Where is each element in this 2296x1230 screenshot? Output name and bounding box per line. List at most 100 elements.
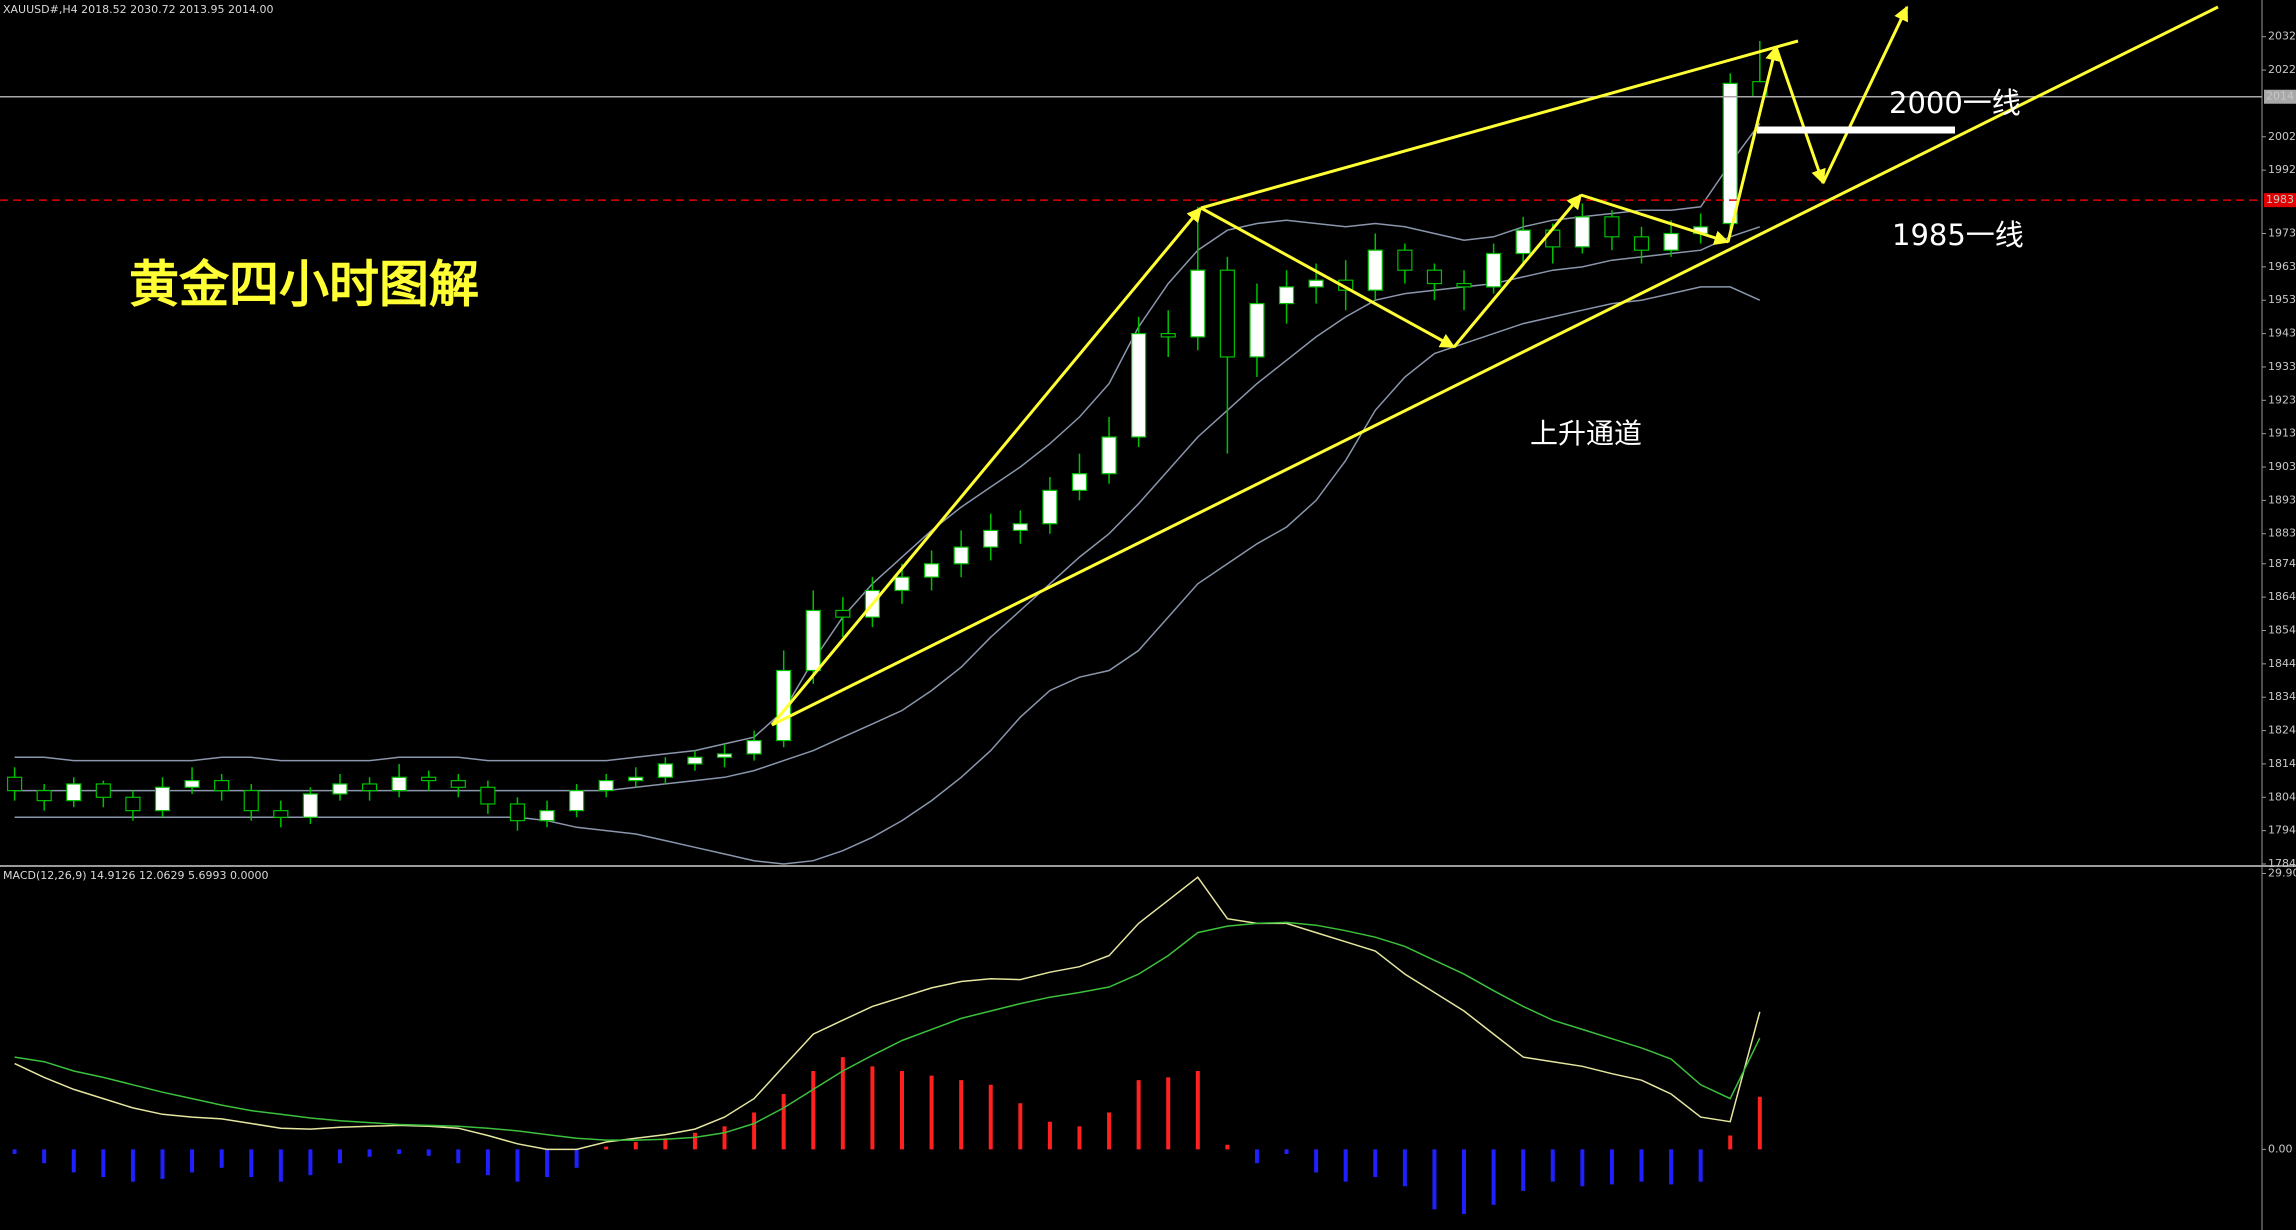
candle-body <box>1012 523 1028 532</box>
y-tick-label: 1903 <box>2268 460 2296 473</box>
y-tick-label: 2002 <box>2268 130 2296 143</box>
candle-body <box>894 576 910 592</box>
price-label: 1983 <box>2266 193 2294 206</box>
candle-body <box>480 786 496 805</box>
candle-body <box>66 783 82 802</box>
y-tick-label: 1973 <box>2268 227 2296 240</box>
candle-body <box>716 753 733 758</box>
candle-body <box>391 776 407 792</box>
candle-body <box>273 810 289 818</box>
y-tick-label: 1923 <box>2268 393 2296 406</box>
y-tick-label: 29.90 <box>2268 867 2296 880</box>
y-tick-label: 1883 <box>2268 527 2296 540</box>
candle-body <box>746 739 762 755</box>
y-tick-label: 1834 <box>2268 690 2296 703</box>
candle-body <box>1071 473 1088 491</box>
y-tick-label: 1864 <box>2268 590 2296 603</box>
candle-body <box>1604 216 1620 238</box>
y-tick-label: 2022 <box>2268 63 2296 76</box>
candle-body <box>450 780 466 788</box>
y-tick-label: 1844 <box>2268 657 2296 670</box>
candle-body <box>1367 249 1383 291</box>
wave-arrow <box>1821 5 1909 184</box>
channel-upper <box>1200 39 1799 210</box>
candle-body <box>1397 249 1413 271</box>
candle-body <box>214 780 230 792</box>
candle-body <box>1160 332 1176 338</box>
candle-body <box>1426 269 1443 285</box>
candle-body <box>835 609 851 618</box>
y-tick-label: 1824 <box>2268 724 2296 737</box>
candle-body <box>509 803 526 822</box>
y-tick-label: 1953 <box>2268 293 2296 306</box>
y-tick-label: 1874 <box>2268 557 2296 570</box>
wave-arrow <box>770 206 1203 726</box>
price-label: 2014 <box>2266 90 2294 103</box>
candle-body <box>1308 279 1324 288</box>
annotation: 2000一线 <box>1889 86 2021 120</box>
candle-body <box>657 763 673 778</box>
annotation-title: 黄金四小时图解 <box>129 256 479 314</box>
candle-body <box>6 776 23 792</box>
y-tick-label: 1933 <box>2268 360 2296 373</box>
wave-arrow <box>1200 206 1456 349</box>
y-tick-label: 1854 <box>2268 623 2296 636</box>
candle-body <box>953 546 969 565</box>
annotation: 上升通道 <box>1530 417 1642 450</box>
y-tick-label: 1992 <box>2268 163 2296 176</box>
candle-body <box>36 790 52 802</box>
macd-line <box>14 876 1761 1151</box>
price-label-box <box>2264 89 2296 104</box>
candle-body <box>628 776 644 782</box>
candle-body <box>302 793 318 818</box>
candle-body <box>1722 82 1738 225</box>
y-tick-label: 1963 <box>2268 260 2296 273</box>
bollinger-band <box>14 122 1761 762</box>
candle-body <box>1190 269 1206 338</box>
wave-arrow <box>1580 193 1730 246</box>
wave-arrow <box>1452 193 1583 348</box>
macd-line <box>14 921 1761 1141</box>
candle-body <box>421 776 437 782</box>
candle-body <box>1515 229 1531 255</box>
candle-body <box>361 783 378 792</box>
y-tick-label: 1804 <box>2268 790 2296 803</box>
wave-arrow <box>1726 45 1781 243</box>
candle-body <box>1042 489 1058 525</box>
channel-lower <box>771 5 2219 727</box>
y-tick-label: 1943 <box>2268 327 2296 340</box>
y-tick-label: 0.00 <box>2268 1142 2293 1155</box>
candle-body <box>332 783 348 795</box>
candle-body <box>687 756 703 765</box>
annotation: 1985一线 <box>1892 218 2024 252</box>
candle-body <box>95 783 111 798</box>
candle-body <box>154 786 171 812</box>
candle-body <box>805 609 821 672</box>
candle-body <box>125 796 141 812</box>
y-tick-label: 1814 <box>2268 757 2296 770</box>
candle-body <box>1101 436 1117 475</box>
candle-body <box>184 780 200 788</box>
candle-body <box>1219 269 1235 358</box>
price-label-box <box>2264 193 2296 208</box>
candle-body <box>1574 216 1590 248</box>
candle-body <box>1131 332 1147 438</box>
candle-body <box>1663 232 1679 251</box>
candle-body <box>923 563 940 578</box>
candle-body <box>1633 236 1650 251</box>
drawings <box>770 5 2219 727</box>
y-tick-label: 1784 <box>2268 857 2296 870</box>
candle-body <box>1249 302 1265 358</box>
y-tick-label: 1893 <box>2268 493 2296 506</box>
candle-body <box>1456 282 1472 288</box>
candle-body <box>1278 286 1295 305</box>
candle-body <box>243 790 259 812</box>
y-tick-label: 1794 <box>2268 824 2296 837</box>
y-tick-label: 2032 <box>2268 30 2296 43</box>
symbol-header: XAUUSD#,H4 2018.52 2030.72 2013.95 2014.… <box>3 3 274 16</box>
candle-body <box>569 790 585 812</box>
candle-body <box>776 669 792 742</box>
